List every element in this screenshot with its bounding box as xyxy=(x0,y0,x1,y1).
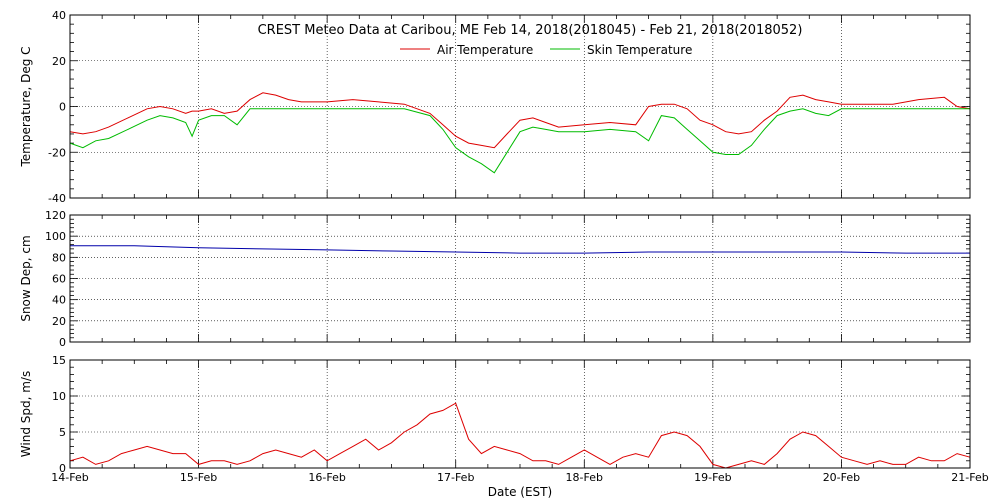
temperature-ytick-label: -40 xyxy=(48,192,66,205)
wind-speed-ytick-label: 0 xyxy=(59,462,66,475)
wind-speed-y-axis-label: Wind Spd, m/s xyxy=(19,371,33,457)
snow-depth-frame xyxy=(69,214,971,343)
snow-depth-ytick-label: 100 xyxy=(45,230,66,243)
temperature-frame xyxy=(69,14,971,199)
temperature-y-axis-label: Temperature, Deg C xyxy=(19,46,33,167)
x-tick-label: 18-Feb xyxy=(566,471,603,484)
legend-air-temperature-label: Air Temperature xyxy=(437,43,533,57)
figure-title: CREST Meteo Data at Caribou, ME Feb 14, … xyxy=(258,23,803,38)
x-tick-label: 15-Feb xyxy=(180,471,217,484)
snow-depth-y-axis-label: Snow Dep, cm xyxy=(19,235,33,321)
legend: Air Temperature Skin Temperature xyxy=(400,43,692,57)
x-tick-label: 19-Feb xyxy=(694,471,731,484)
temperature-series-0-line xyxy=(69,92,971,149)
snow-depth-ytick-label: 20 xyxy=(52,315,66,328)
snow-depth-ytick-label: 0 xyxy=(59,336,66,349)
wind-speed-ytick-label: 15 xyxy=(52,354,66,367)
wind-speed-panel: 0 5 10 15 Wind Spd, m/s 14-Feb 15-Feb 16-Feb 17-… xyxy=(19,354,989,484)
snow-depth-series-0-line xyxy=(70,245,970,254)
wind-speed-ytick-label: 10 xyxy=(52,390,66,403)
temperature-ytick-label: -20 xyxy=(48,146,66,159)
temperature-series-1-line xyxy=(69,108,970,174)
x-tick-label: 14-Feb xyxy=(51,471,88,484)
temperature-ytick-label: 40 xyxy=(52,9,66,22)
snow-depth-ytick-label: 60 xyxy=(52,273,66,286)
x-tick-label: 20-Feb xyxy=(823,471,860,484)
x-tick-label: 21-Feb xyxy=(951,471,988,484)
snow-depth-ytick-label: 120 xyxy=(45,209,66,222)
wind-speed-frame xyxy=(69,359,971,469)
snow-depth-ytick-label: 80 xyxy=(52,251,66,264)
temperature-ytick-label: 20 xyxy=(52,55,66,68)
snow-depth-ytick-label: 40 xyxy=(52,294,66,307)
temperature-panel: -40 -20 0 20 40 Temperature, Deg C xyxy=(19,9,971,205)
x-tick-label: 16-Feb xyxy=(308,471,345,484)
x-tick-label: 17-Feb xyxy=(437,471,474,484)
snow-depth-panel: 0 20 40 60 80 100 120 Snow Dep, cm xyxy=(19,209,971,349)
wind-speed-series-0-line xyxy=(69,402,971,469)
temperature-ytick-label: 0 xyxy=(59,101,66,114)
x-axis-label: Date (EST) xyxy=(488,485,552,499)
legend-skin-temperature-label: Skin Temperature xyxy=(587,43,692,57)
wind-speed-ytick-label: 5 xyxy=(59,426,66,439)
